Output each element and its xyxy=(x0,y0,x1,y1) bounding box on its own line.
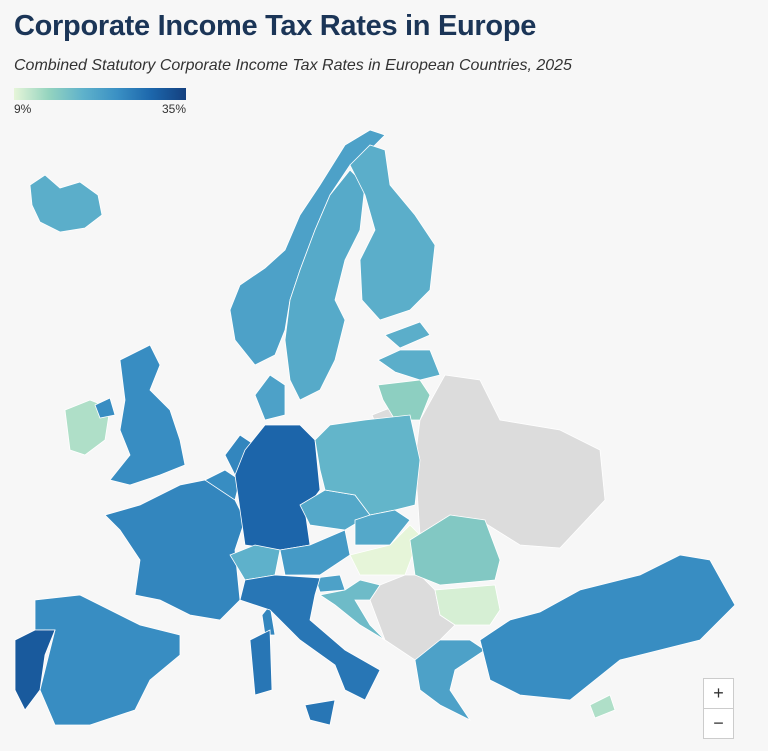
legend-bar xyxy=(14,88,186,100)
country-region xyxy=(377,349,441,381)
country-region xyxy=(589,694,616,719)
country-region xyxy=(29,174,103,233)
country-region xyxy=(314,574,346,593)
country-region xyxy=(479,554,736,701)
country-region xyxy=(34,594,181,726)
country-region xyxy=(384,321,431,349)
legend-min-label: 9% xyxy=(14,102,32,116)
subtitle: Combined Statutory Corporate Income Tax … xyxy=(14,57,572,74)
country-region xyxy=(234,424,321,551)
country-region xyxy=(349,144,436,321)
country-region xyxy=(249,629,273,696)
country-region xyxy=(104,479,246,621)
country-region xyxy=(314,414,421,516)
country-region xyxy=(414,639,486,722)
country-region xyxy=(229,544,281,581)
country-region xyxy=(239,574,381,701)
title: Corporate Income Tax Rates in Europe xyxy=(14,10,537,42)
country-region xyxy=(354,509,411,546)
country-region xyxy=(377,379,431,421)
country-region xyxy=(109,344,186,486)
country-region xyxy=(14,629,56,711)
country-region xyxy=(254,374,286,421)
country-region xyxy=(409,514,501,586)
legend-max-label: 35% xyxy=(162,102,186,116)
country-region xyxy=(318,579,386,641)
country-region xyxy=(304,699,336,726)
country-region xyxy=(434,584,501,626)
country-region xyxy=(284,169,366,401)
country-region xyxy=(94,397,116,419)
zoom-in-button[interactable]: + xyxy=(703,678,734,709)
zoom-out-button[interactable]: − xyxy=(703,708,734,739)
no-data-regions xyxy=(369,374,606,661)
